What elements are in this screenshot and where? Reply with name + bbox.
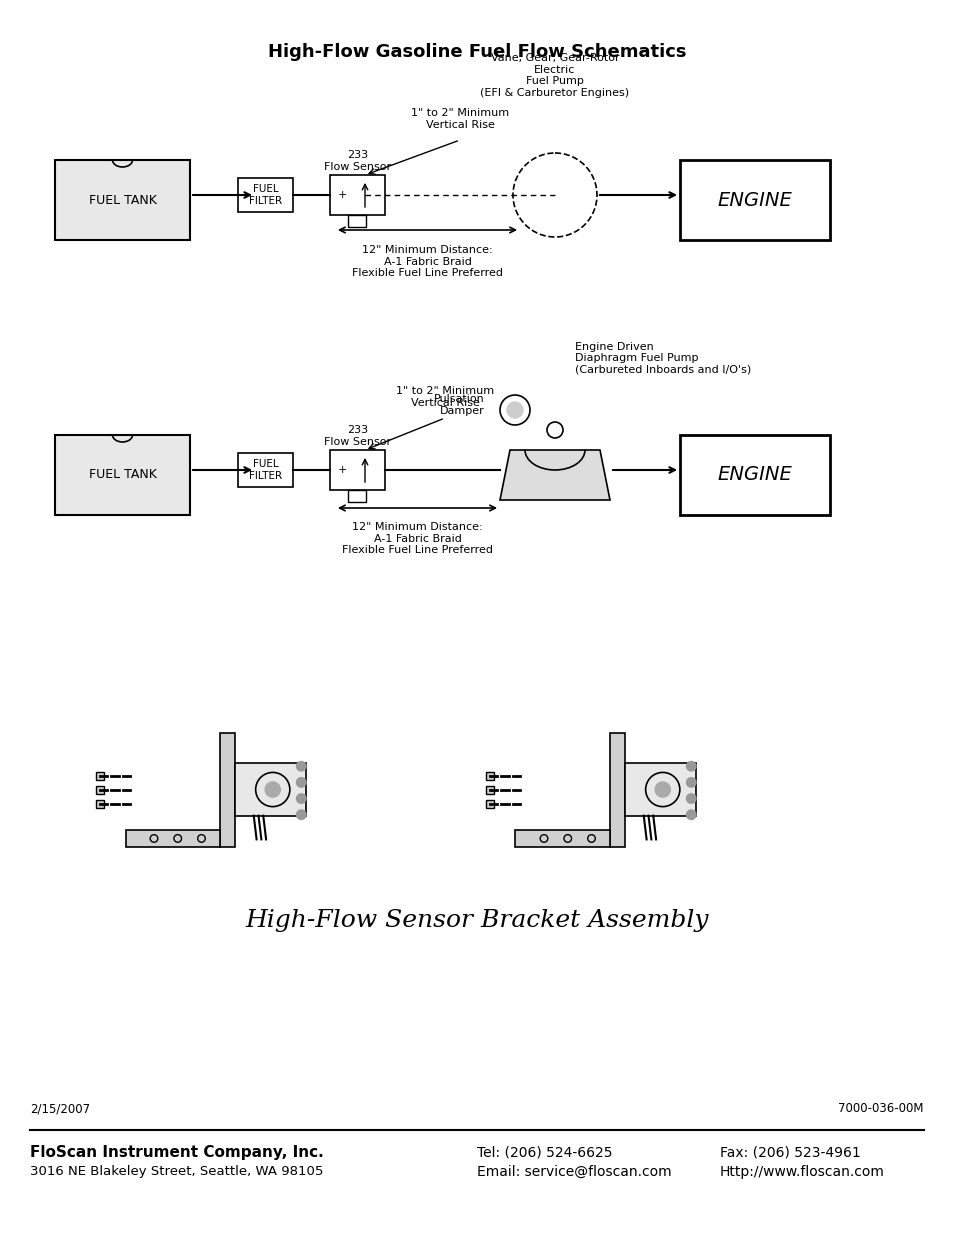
Text: ENGINE: ENGINE	[717, 190, 792, 210]
Text: 1" to 2" Minimum
Vertical Rise: 1" to 2" Minimum Vertical Rise	[395, 387, 494, 408]
Circle shape	[686, 810, 696, 820]
Circle shape	[506, 403, 522, 417]
Circle shape	[686, 762, 696, 771]
Text: 233
Flow Sensor: 233 Flow Sensor	[324, 151, 391, 172]
Text: +: +	[337, 466, 346, 475]
Text: Fax: (206) 523-4961: Fax: (206) 523-4961	[720, 1145, 860, 1158]
Text: Email: service@floscan.com: Email: service@floscan.com	[476, 1165, 671, 1179]
Text: FUEL TANK: FUEL TANK	[89, 194, 156, 206]
Text: 233
Flow Sensor: 233 Flow Sensor	[324, 425, 391, 447]
Text: FUEL
FILTER: FUEL FILTER	[249, 459, 282, 480]
Text: FloScan Instrument Company, Inc.: FloScan Instrument Company, Inc.	[30, 1145, 323, 1160]
Polygon shape	[220, 734, 234, 847]
Text: High-Flow Gasoline Fuel Flow Schematics: High-Flow Gasoline Fuel Flow Schematics	[268, 43, 685, 61]
Polygon shape	[234, 763, 306, 815]
FancyBboxPatch shape	[96, 800, 104, 808]
Text: 7000-036-00M: 7000-036-00M	[838, 1102, 923, 1115]
FancyBboxPatch shape	[96, 787, 104, 794]
Circle shape	[265, 782, 280, 797]
FancyBboxPatch shape	[55, 161, 190, 240]
Text: FUEL TANK: FUEL TANK	[89, 468, 156, 482]
FancyBboxPatch shape	[485, 800, 493, 808]
FancyBboxPatch shape	[485, 787, 493, 794]
Text: Engine Driven
Diaphragm Fuel Pump
(Carbureted Inboards and I/O's): Engine Driven Diaphragm Fuel Pump (Carbu…	[575, 342, 750, 375]
Polygon shape	[126, 830, 220, 847]
Text: 1" to 2" Minimum
Vertical Rise: 1" to 2" Minimum Vertical Rise	[411, 109, 509, 130]
FancyBboxPatch shape	[348, 215, 366, 227]
Text: 12" Minimum Distance:
A-1 Fabric Braid
Flexible Fuel Line Preferred: 12" Minimum Distance: A-1 Fabric Braid F…	[341, 522, 493, 556]
Polygon shape	[610, 734, 624, 847]
Circle shape	[296, 810, 306, 820]
FancyBboxPatch shape	[679, 435, 829, 515]
Text: FUEL
FILTER: FUEL FILTER	[249, 184, 282, 206]
FancyBboxPatch shape	[330, 450, 385, 490]
FancyBboxPatch shape	[96, 772, 104, 779]
Polygon shape	[624, 763, 696, 815]
Text: Vane, Gear, Gear-Rotor
Electric
Fuel Pump
(EFI & Carburetor Engines): Vane, Gear, Gear-Rotor Electric Fuel Pum…	[480, 53, 629, 98]
Circle shape	[655, 782, 670, 797]
Text: ENGINE: ENGINE	[717, 466, 792, 484]
Text: 12" Minimum Distance:
A-1 Fabric Braid
Flexible Fuel Line Preferred: 12" Minimum Distance: A-1 Fabric Braid F…	[352, 245, 502, 278]
FancyBboxPatch shape	[330, 175, 385, 215]
Circle shape	[296, 762, 306, 771]
Circle shape	[296, 778, 306, 787]
FancyBboxPatch shape	[485, 772, 493, 779]
FancyBboxPatch shape	[679, 161, 829, 240]
FancyBboxPatch shape	[55, 435, 190, 515]
Text: 2/15/2007: 2/15/2007	[30, 1102, 90, 1115]
Text: High-Flow Sensor Bracket Assembly: High-Flow Sensor Bracket Assembly	[245, 909, 708, 931]
Polygon shape	[499, 450, 609, 500]
Text: Http://www.floscan.com: Http://www.floscan.com	[720, 1165, 884, 1179]
Text: 3016 NE Blakeley Street, Seattle, WA 98105: 3016 NE Blakeley Street, Seattle, WA 981…	[30, 1165, 323, 1178]
Polygon shape	[515, 830, 610, 847]
Text: Tel: (206) 524-6625: Tel: (206) 524-6625	[476, 1145, 612, 1158]
Text: +: +	[337, 190, 346, 200]
Circle shape	[686, 794, 696, 803]
Text: Pulsation
Damper: Pulsation Damper	[434, 394, 484, 416]
FancyBboxPatch shape	[348, 490, 366, 501]
Circle shape	[686, 778, 696, 787]
Circle shape	[296, 794, 306, 803]
FancyBboxPatch shape	[237, 178, 293, 212]
FancyBboxPatch shape	[237, 453, 293, 487]
